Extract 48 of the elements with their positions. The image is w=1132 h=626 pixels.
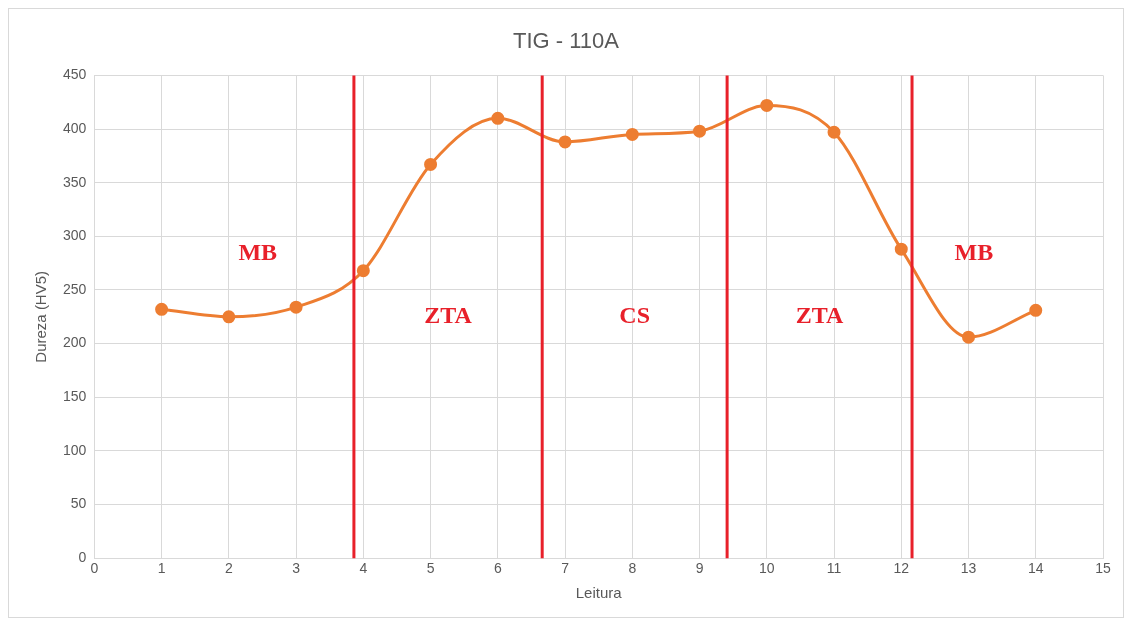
x-tick-label: 14 [1027, 560, 1044, 577]
x-tick-label: 6 [493, 560, 502, 577]
x-tick-label: 11 [826, 560, 842, 577]
point [894, 242, 908, 256]
chart-title: TIG - 110A [513, 28, 620, 54]
point [827, 125, 841, 139]
y-tick-label: 350 [63, 173, 87, 190]
point [491, 111, 505, 125]
annotation: ZTA [424, 302, 473, 328]
y-tick-label: 150 [63, 388, 87, 405]
point [222, 310, 236, 324]
x-tick-label: 8 [628, 560, 637, 577]
point [289, 300, 303, 314]
x-tick-label: 13 [960, 560, 977, 577]
y-tick-label: 100 [63, 441, 87, 458]
point [356, 264, 370, 278]
point [760, 98, 774, 112]
y-tick-label: 250 [63, 280, 87, 297]
annotation: MB [238, 239, 278, 266]
point [693, 124, 707, 138]
x-tick-label: 3 [292, 560, 301, 577]
x-tick-label: 0 [90, 560, 99, 577]
x-axis-title: Leitura [575, 584, 623, 602]
y-tick-label: 400 [63, 119, 87, 136]
point [155, 302, 169, 316]
x-tick-label: 1 [157, 560, 166, 577]
annotation: CS [619, 302, 650, 328]
x-tick-label: 9 [695, 560, 704, 577]
x-tick-label: 7 [561, 560, 570, 577]
annotation: MB [954, 239, 994, 266]
x-tick-label: 12 [893, 560, 910, 577]
point [962, 330, 976, 344]
y-tick-label: 300 [63, 227, 87, 244]
y-tick-label: 0 [78, 549, 87, 566]
y-axis-title: Dureza (HV5) [32, 270, 50, 363]
point [558, 135, 572, 149]
point [625, 127, 639, 141]
x-tick-label: 10 [759, 560, 775, 577]
x-tick-label: 5 [426, 560, 435, 577]
x-tick-label: 15 [1095, 560, 1111, 577]
y-tick-label: 450 [63, 66, 87, 83]
point [1029, 303, 1043, 317]
x-tick-label: 4 [359, 560, 368, 577]
x-tick-label: 2 [224, 560, 233, 577]
y-tick-label: 50 [70, 495, 87, 512]
y-tick-label: 200 [63, 334, 87, 351]
point [424, 157, 438, 171]
annotation: ZTA [795, 302, 845, 328]
